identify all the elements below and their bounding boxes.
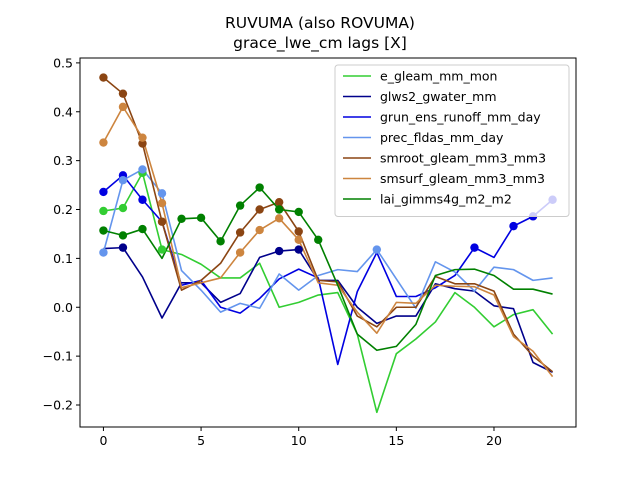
legend-label: lai_gimms4g_m2_m2 bbox=[380, 192, 512, 207]
data-point bbox=[372, 245, 382, 254]
y-axis: −0.2 −0.1 0.0 0.1 0.2 0.3 0.4 0.5 bbox=[43, 55, 80, 413]
data-point bbox=[294, 207, 303, 217]
data-point bbox=[118, 89, 128, 98]
data-point bbox=[157, 189, 167, 198]
data-point bbox=[314, 235, 323, 245]
series-line-3 bbox=[102, 168, 553, 313]
data-point bbox=[274, 205, 284, 214]
data-point bbox=[255, 183, 264, 192]
data-point bbox=[118, 243, 128, 252]
data-point bbox=[196, 213, 206, 223]
legend: e_gleam_mm_mon glws2_gwater_mm grun_ens_ru… bbox=[334, 64, 570, 217]
data-point bbox=[118, 175, 128, 185]
data-point bbox=[118, 203, 128, 213]
data-point bbox=[235, 228, 245, 237]
data-point bbox=[118, 102, 128, 112]
x-tick-label: 20 bbox=[486, 433, 502, 448]
plot-markers bbox=[99, 73, 557, 257]
y-tick-label: 0.4 bbox=[53, 104, 73, 119]
y-tick-label: 0.2 bbox=[53, 202, 73, 217]
data-point bbox=[294, 235, 303, 245]
series-line-6 bbox=[103, 186, 553, 352]
series-line-4 bbox=[102, 76, 554, 373]
series-line-1 bbox=[103, 246, 553, 373]
y-tick-label: 0.5 bbox=[53, 55, 73, 70]
data-point bbox=[157, 198, 167, 208]
data-point bbox=[177, 214, 186, 223]
data-point bbox=[255, 225, 264, 235]
data-point bbox=[509, 221, 518, 231]
data-point bbox=[216, 237, 225, 246]
series-line-5 bbox=[102, 106, 554, 378]
data-point bbox=[274, 246, 284, 256]
legend-label: smsurf_gleam_mm3_mm3 bbox=[380, 171, 545, 186]
data-point bbox=[255, 205, 264, 214]
legend-label: prec_fldas_mm_day bbox=[380, 130, 504, 145]
legend-label: glws2_gwater_mm bbox=[380, 89, 497, 104]
data-point bbox=[235, 201, 245, 210]
legend-label: grun_ens_runoff_mm_day bbox=[380, 110, 541, 125]
x-tick-label: 0 bbox=[99, 433, 107, 448]
data-point bbox=[138, 139, 147, 148]
data-point bbox=[99, 187, 108, 197]
data-point bbox=[138, 165, 147, 174]
data-point bbox=[138, 195, 147, 204]
data-point bbox=[138, 224, 147, 234]
data-point bbox=[99, 248, 108, 257]
data-point bbox=[235, 248, 245, 257]
data-point bbox=[157, 217, 167, 226]
y-tick-label: 0.1 bbox=[53, 251, 73, 266]
data-point bbox=[274, 197, 284, 207]
x-tick-label: 10 bbox=[291, 433, 307, 448]
y-tick-label: 0.3 bbox=[53, 153, 73, 168]
legend-box bbox=[334, 64, 570, 217]
data-point bbox=[99, 226, 108, 235]
plot-frame bbox=[79, 57, 577, 428]
data-point bbox=[294, 245, 303, 254]
data-point bbox=[157, 245, 167, 254]
data-point bbox=[470, 243, 479, 252]
y-tick-label: 0.0 bbox=[53, 300, 73, 315]
data-point bbox=[294, 227, 303, 236]
series-line-0 bbox=[103, 172, 554, 414]
data-point bbox=[138, 133, 147, 142]
legend-label: smroot_gleam_mm3_mm3 bbox=[380, 151, 546, 166]
y-tick-label: −0.2 bbox=[43, 398, 73, 413]
x-tick-label: 5 bbox=[197, 433, 205, 448]
data-point bbox=[99, 73, 108, 82]
chart-title: RUVUMA (also ROVUMA) bbox=[225, 14, 415, 32]
x-axis: 0 5 10 15 20 bbox=[99, 427, 502, 448]
data-point bbox=[99, 206, 108, 216]
chart-subtitle: grace_lwe_cm lags [X] bbox=[233, 34, 407, 52]
data-point bbox=[99, 138, 108, 147]
data-point bbox=[274, 214, 284, 223]
x-tick-label: 15 bbox=[388, 433, 404, 448]
y-tick-label: −0.1 bbox=[43, 349, 73, 364]
legend-label: e_gleam_mm_mon bbox=[380, 69, 497, 84]
data-point bbox=[118, 231, 128, 240]
